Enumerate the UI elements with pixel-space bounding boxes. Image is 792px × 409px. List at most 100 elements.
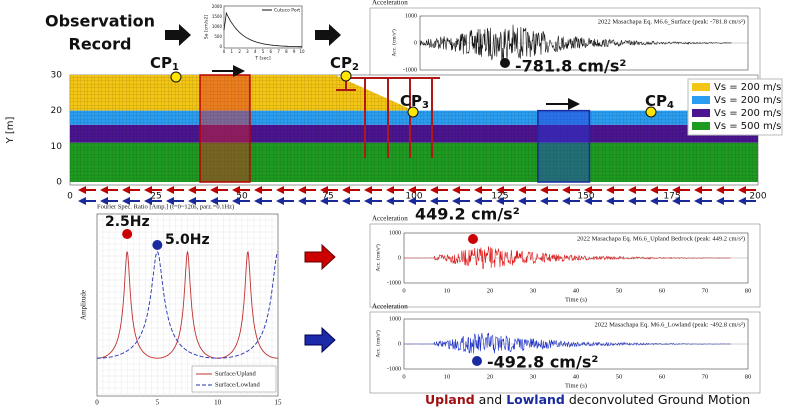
tick-label: 10 <box>51 142 63 152</box>
header-text: Record <box>69 35 132 54</box>
tick-label: 20 <box>51 106 63 116</box>
tick-label: 0 <box>402 287 405 294</box>
inset-tick: 7 <box>277 49 280 54</box>
cp-name: CP <box>645 92 667 110</box>
inset-tick: 6 <box>270 49 273 54</box>
inset-legend: Cutuco Port <box>274 8 300 14</box>
axis-label: Amplitude <box>80 290 88 320</box>
panel-caption: 2022 Masachapa Eq. M6.6_Lowland (peak: -… <box>594 321 745 328</box>
inset-axis-label: T [sec] <box>254 56 271 62</box>
peak-label: -781.8 cm/s² <box>515 57 626 76</box>
tick-label: 80 <box>745 373 752 380</box>
legend-text: Vs = 200 m/s <box>714 82 781 93</box>
inset-tick: 10 <box>299 49 305 54</box>
peak-label: -492.8 cm/s² <box>487 353 598 372</box>
axis-label: Acc. (cm/s²) <box>374 330 381 357</box>
tick-label: 0 <box>95 399 99 407</box>
panel-title: Acceleration <box>372 215 408 223</box>
tick-label: 70 <box>702 287 709 294</box>
inset-tick: 1000 <box>212 24 223 29</box>
tick-label: 30 <box>51 70 63 80</box>
tick-label: 20 <box>487 373 494 380</box>
panel-title: Fourier Spec. Ratio [Amp.] (t=0~120s, pa… <box>97 203 234 210</box>
cp-label: CP1 <box>150 54 179 74</box>
legend-swatch <box>692 83 710 91</box>
tick-label: 1000 <box>405 13 417 19</box>
arrow <box>315 24 341 46</box>
tick-label: 50 <box>616 287 623 294</box>
peak-dot <box>468 234 478 244</box>
tick-label: 50 <box>616 373 623 380</box>
axis-label: Time (s) <box>565 382 587 389</box>
tick-label: 10 <box>444 373 451 380</box>
tick-label: 0 <box>414 40 417 46</box>
cp-dot <box>171 72 181 82</box>
footer-rest: deconvoluted Ground Motion <box>569 392 750 407</box>
inset-tick: 1500 <box>212 14 223 19</box>
tick-label: 10 <box>444 287 451 294</box>
cp-name: CP <box>330 54 352 72</box>
inset-tick: 500 <box>214 34 222 39</box>
inset-axis-label: Sa [cm/s2] <box>204 15 210 39</box>
peak-dot <box>500 58 510 68</box>
tick-label: 0 <box>67 192 73 202</box>
inset-tick: 2000 <box>212 4 223 9</box>
cp-label: CP2 <box>330 54 359 74</box>
peak-dot <box>152 240 162 250</box>
legend-swatch <box>692 109 710 117</box>
footer-lowland: Lowland <box>506 392 565 407</box>
tick-label: 0 <box>56 178 62 188</box>
legend-text: Surface/Upland <box>215 370 257 377</box>
tick-label: 0 <box>398 341 401 347</box>
panel-title: Acceleration <box>372 303 408 311</box>
arrow <box>305 245 335 269</box>
footer-and: and <box>479 392 503 407</box>
tick-label: 30 <box>530 287 537 294</box>
tick-label: 60 <box>659 287 666 294</box>
cp-index: 2 <box>352 62 359 73</box>
tick-label: 15 <box>275 399 283 407</box>
mesh <box>70 143 758 182</box>
lowland-box <box>538 111 590 182</box>
inset-tick: 3 <box>246 49 249 54</box>
tick-label: 1000 <box>389 230 401 236</box>
cp-dot <box>341 71 351 81</box>
inset-tick: 4 <box>254 49 257 54</box>
tick-label: 80 <box>745 287 752 294</box>
legend-text: Surface/Lowland <box>215 381 261 388</box>
peak-label: 2.5Hz <box>105 214 150 230</box>
tick-label: 40 <box>573 373 580 380</box>
axis-label: Y [m] <box>5 116 16 144</box>
legend-swatch <box>692 122 710 130</box>
inset-tick: 1 <box>231 49 234 54</box>
axis-label: Acc. (cm/s²) <box>390 29 397 56</box>
cp-index: 4 <box>667 100 674 111</box>
legend-swatch <box>692 96 710 104</box>
cp-index: 3 <box>422 100 429 111</box>
tick-label: 20 <box>487 287 494 294</box>
tick-label: 30 <box>530 373 537 380</box>
peak-dot <box>472 356 482 366</box>
arrow <box>165 24 191 46</box>
panel-title: Acceleration <box>372 0 408 7</box>
tick-label: -1000 <box>387 366 401 372</box>
cp-name: CP <box>400 92 422 110</box>
axis-label: Time (s) <box>565 296 587 303</box>
cp-index: 1 <box>172 62 179 73</box>
legend-text: Vs = 500 m/s <box>714 121 781 132</box>
inset-tick: 9 <box>293 49 296 54</box>
header-text: Observation <box>45 12 155 31</box>
figure: ObservationRecordCutuco Port012345678910… <box>0 0 792 409</box>
tick-label: -1000 <box>387 280 401 286</box>
peak-label: 5.0Hz <box>165 232 210 248</box>
legend-text: Vs = 200 m/s <box>714 95 781 106</box>
arrow <box>305 328 335 352</box>
peak-dot <box>122 229 132 239</box>
inset-tick: 0 <box>223 49 226 54</box>
tick-label: 5 <box>156 399 160 407</box>
peak-label: 449.2 cm/s² <box>415 205 520 224</box>
tick-label: 1000 <box>389 316 401 322</box>
inset-tick: 5 <box>262 49 265 54</box>
legend-text: Vs = 200 m/s <box>714 108 781 119</box>
